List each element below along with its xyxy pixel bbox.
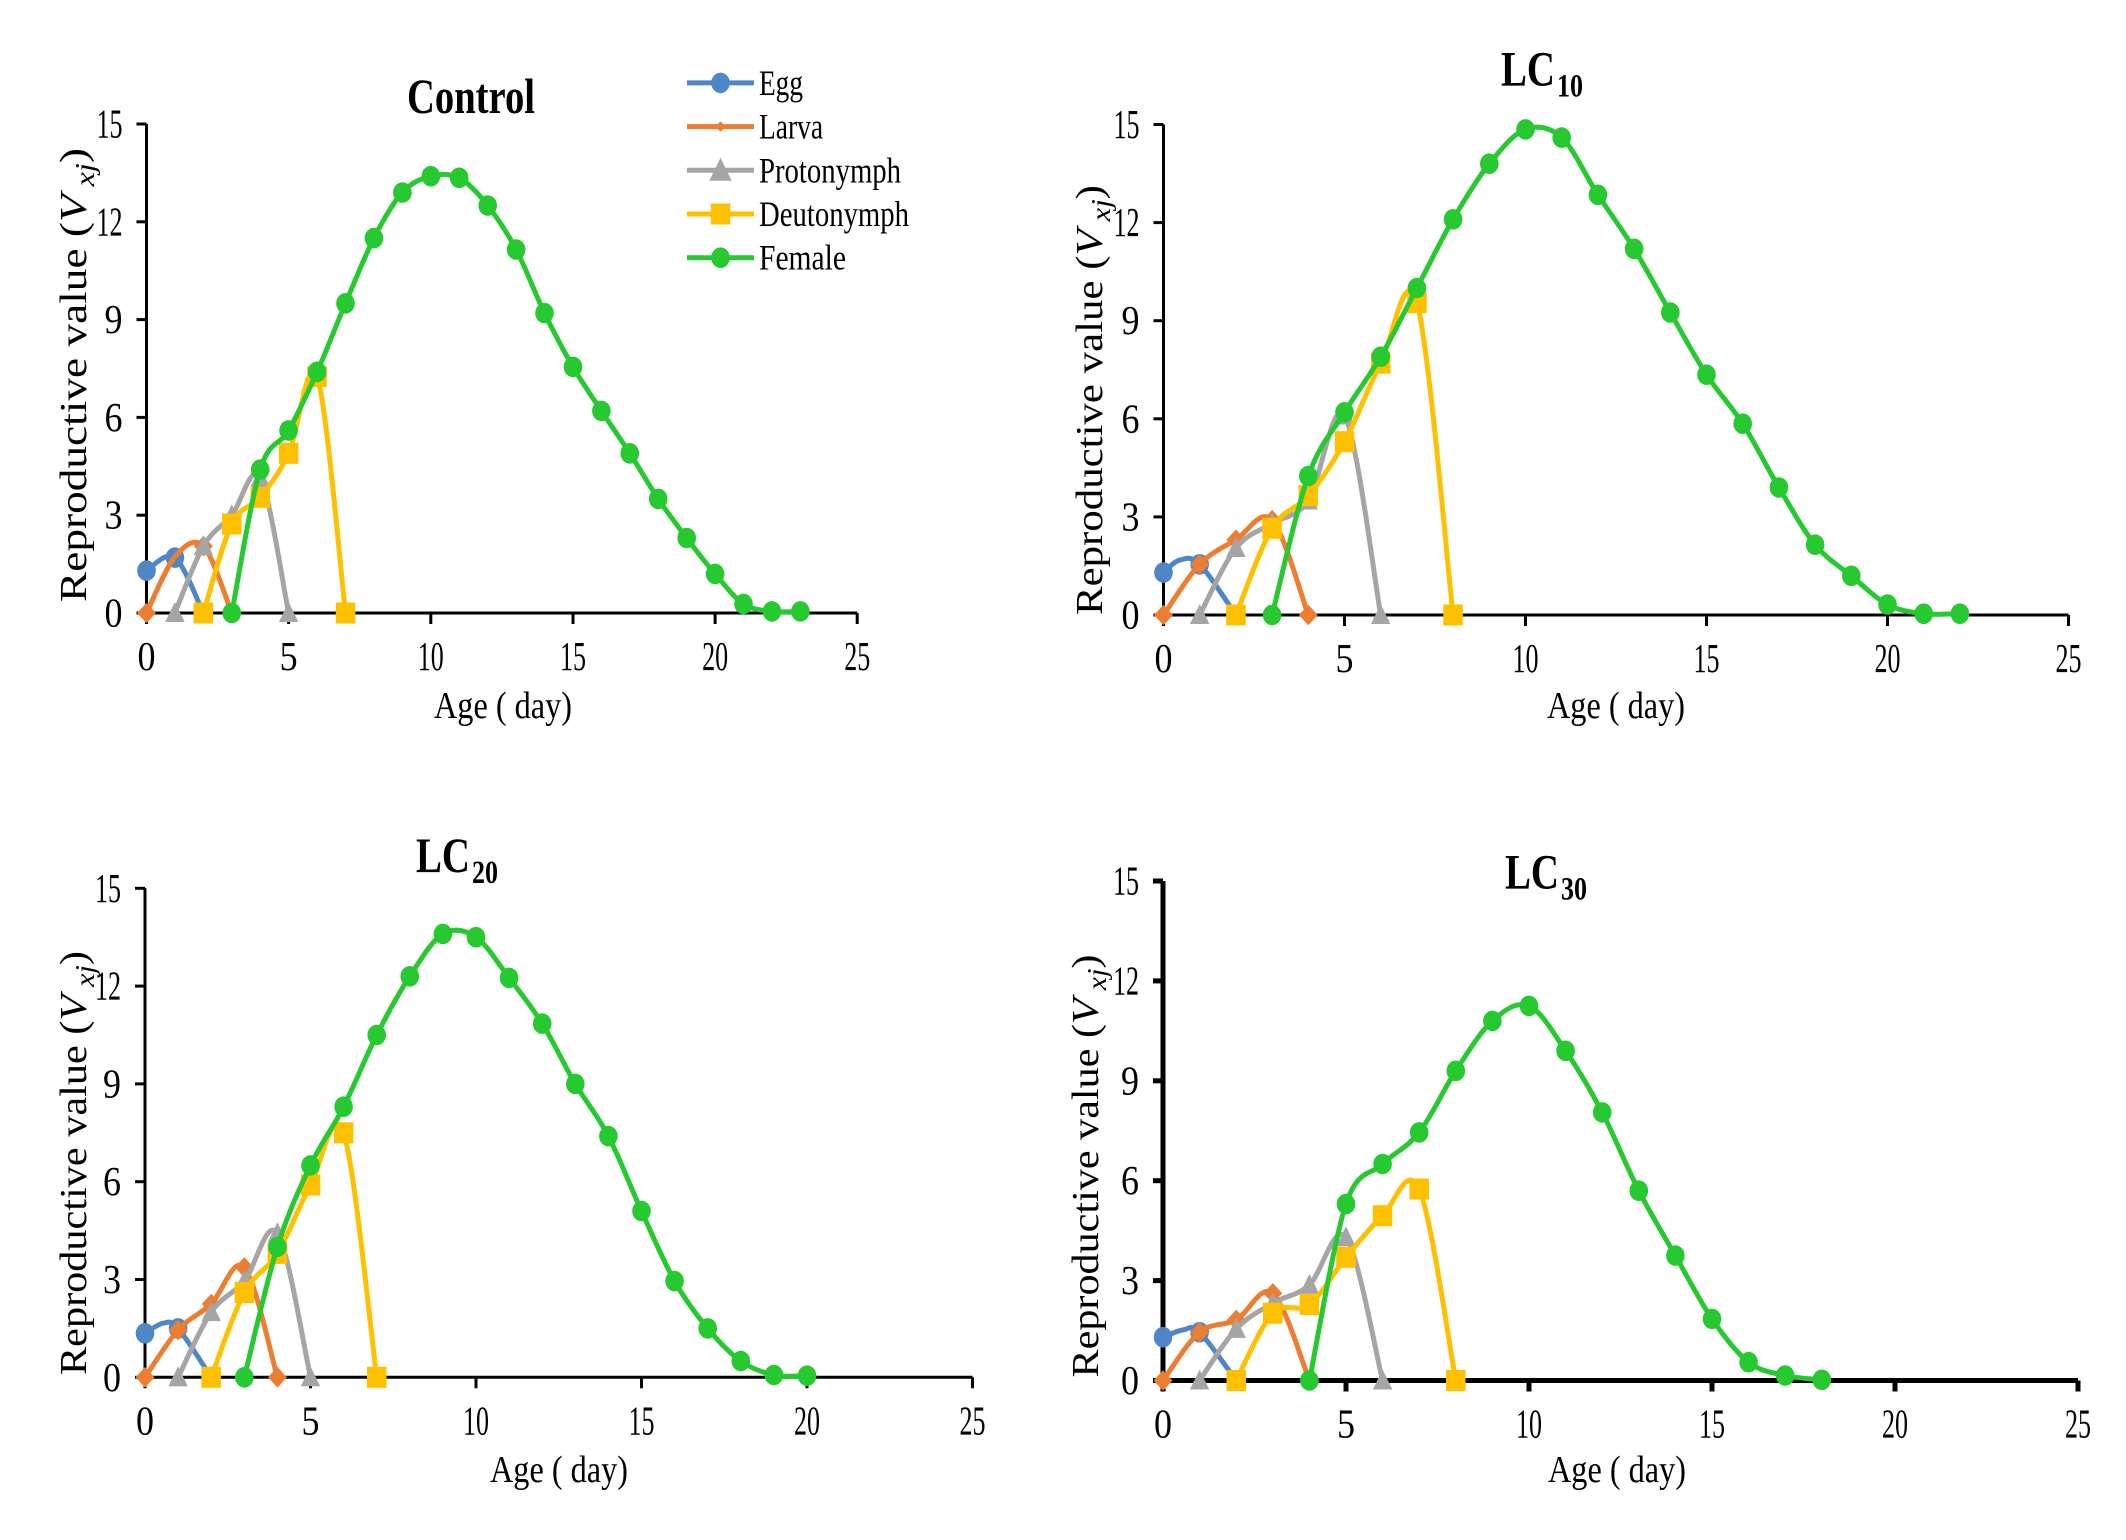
svg-text:15: 15 — [1114, 101, 1140, 147]
svg-text:): ) — [53, 951, 95, 965]
svg-text:Deutonymph: Deutonymph — [759, 194, 909, 234]
svg-text:V: V — [1069, 225, 1111, 255]
svg-text:6: 6 — [105, 394, 123, 440]
svg-text:Reproductive value (: Reproductive value ( — [53, 1021, 95, 1375]
svg-text:25: 25 — [2056, 635, 2082, 681]
svg-text:12: 12 — [1114, 199, 1140, 245]
svg-text:5: 5 — [1337, 1401, 1355, 1447]
svg-text:V: V — [53, 991, 95, 1021]
svg-text:9: 9 — [1121, 1057, 1139, 1103]
svg-text:6: 6 — [1122, 395, 1140, 441]
svg-text:20: 20 — [1882, 1401, 1908, 1447]
svg-text:15: 15 — [1694, 635, 1720, 681]
svg-text:0: 0 — [1155, 635, 1173, 681]
svg-text:Protonymph: Protonymph — [759, 150, 901, 190]
svg-text:Egg: Egg — [759, 63, 803, 103]
svg-text:30: 30 — [1561, 872, 1587, 908]
svg-text:9: 9 — [103, 1060, 121, 1106]
svg-text:0: 0 — [1121, 1357, 1139, 1403]
svg-text:15: 15 — [95, 865, 121, 911]
svg-text:20: 20 — [794, 1397, 820, 1443]
svg-text:Age ( day): Age ( day) — [490, 1449, 628, 1491]
svg-text:9: 9 — [1122, 297, 1140, 343]
svg-text:3: 3 — [1122, 493, 1140, 539]
svg-text:15: 15 — [1699, 1401, 1725, 1447]
svg-text:20: 20 — [702, 633, 728, 679]
svg-text:0: 0 — [105, 590, 123, 636]
svg-text:15: 15 — [560, 633, 586, 679]
svg-text:10: 10 — [463, 1397, 489, 1443]
svg-text:): ) — [53, 148, 95, 163]
svg-text:0: 0 — [138, 633, 156, 679]
svg-text:12: 12 — [95, 963, 121, 1009]
svg-text:10: 10 — [1557, 69, 1583, 105]
svg-text:25: 25 — [2065, 1401, 2091, 1447]
svg-text:3: 3 — [1121, 1257, 1139, 1303]
svg-text:Age ( day): Age ( day) — [434, 685, 572, 727]
svg-text:Reproductive value (: Reproductive value ( — [1065, 1024, 1107, 1378]
svg-text:0: 0 — [1122, 592, 1140, 638]
svg-text:25: 25 — [960, 1397, 986, 1443]
svg-text:0: 0 — [103, 1354, 121, 1400]
svg-text:3: 3 — [103, 1256, 121, 1302]
svg-text:xj: xj — [1082, 969, 1112, 992]
svg-text:0: 0 — [1154, 1401, 1172, 1447]
svg-text:10: 10 — [418, 633, 444, 679]
svg-text:10: 10 — [1513, 635, 1539, 681]
svg-text:Age ( day): Age ( day) — [1547, 685, 1685, 727]
svg-text:20: 20 — [472, 855, 498, 891]
svg-text:): ) — [1069, 185, 1111, 199]
svg-text:Female: Female — [759, 238, 846, 278]
svg-text:Larva: Larva — [759, 107, 823, 147]
svg-text:Reproductive value (: Reproductive value ( — [1069, 256, 1111, 616]
svg-text:xj: xj — [70, 163, 100, 187]
svg-text:LC: LC — [416, 827, 470, 883]
svg-text:): ) — [1065, 955, 1107, 969]
svg-text:LC: LC — [1505, 844, 1559, 900]
svg-text:6: 6 — [103, 1158, 121, 1204]
svg-text:V: V — [1065, 994, 1107, 1024]
svg-text:12: 12 — [1113, 957, 1139, 1003]
svg-text:xj: xj — [70, 965, 100, 988]
svg-text:9: 9 — [105, 296, 123, 342]
svg-text:Reproductive value (: Reproductive value ( — [53, 222, 95, 602]
svg-text:15: 15 — [1113, 858, 1139, 904]
svg-text:xj: xj — [1086, 199, 1116, 222]
svg-text:5: 5 — [1336, 635, 1354, 681]
svg-text:12: 12 — [97, 198, 123, 244]
svg-text:20: 20 — [1875, 635, 1901, 681]
svg-text:3: 3 — [105, 492, 123, 538]
svg-text:6: 6 — [1121, 1157, 1139, 1203]
svg-text:5: 5 — [302, 1397, 320, 1443]
svg-text:15: 15 — [97, 101, 123, 147]
svg-text:LC: LC — [1501, 41, 1555, 97]
svg-text:V: V — [53, 190, 95, 222]
svg-text:Control: Control — [407, 68, 535, 124]
svg-text:15: 15 — [629, 1397, 655, 1443]
svg-text:10: 10 — [1516, 1401, 1542, 1447]
svg-text:0: 0 — [136, 1397, 154, 1443]
svg-text:5: 5 — [280, 633, 298, 679]
svg-text:25: 25 — [844, 633, 870, 679]
svg-text:Age ( day): Age ( day) — [1548, 1449, 1686, 1491]
